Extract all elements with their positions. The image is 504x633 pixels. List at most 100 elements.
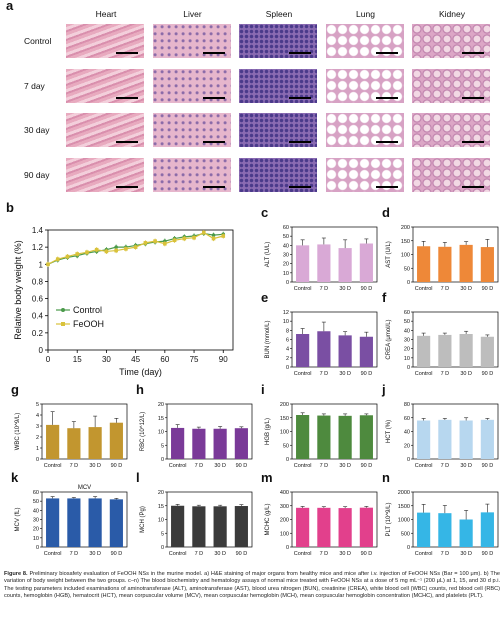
y-tick-label: 0	[36, 457, 39, 463]
x-tick-label: 30 D	[214, 463, 226, 469]
x-tick-label: 30 D	[460, 371, 472, 377]
y-tick-label: 0	[286, 280, 289, 286]
y-tick-label: 60	[404, 310, 410, 316]
x-tick-label: 0	[46, 355, 51, 364]
histology-image-spleen	[239, 157, 317, 192]
x-tick-label: Control	[415, 551, 433, 557]
y-tick-label: 200	[401, 225, 410, 231]
x-tick-label: 30	[102, 355, 111, 364]
panel-label-i: i	[261, 382, 265, 397]
bar-f	[480, 336, 494, 367]
y-axis-label: Relative body weight (%)	[13, 240, 23, 340]
x-tick-label: 7 D	[320, 371, 329, 377]
scale-bar	[202, 96, 225, 99]
bar-c	[359, 243, 373, 282]
bar-l	[192, 506, 206, 547]
x-tick-label: Control	[415, 371, 433, 377]
y-axis-label: AST (U/L)	[386, 241, 392, 268]
scale-bar	[375, 96, 398, 99]
y-tick-label: 300	[280, 504, 289, 510]
scale-bar	[289, 141, 311, 143]
data-point	[114, 245, 118, 249]
y-tick-label: 0.2	[32, 329, 44, 338]
x-tick-label: 15	[73, 355, 82, 364]
x-tick-label: 30 D	[460, 286, 472, 292]
bar-f	[459, 334, 473, 367]
y-axis-label: HGB (g/L)	[265, 418, 271, 445]
bar-d	[438, 246, 452, 282]
data-point	[182, 236, 187, 241]
y-tick-label: 10	[283, 319, 289, 325]
legend-label: Control	[73, 305, 102, 315]
x-tick-label: 7 D	[320, 551, 329, 557]
data-point	[75, 252, 80, 256]
y-tick-label: 0	[407, 457, 410, 463]
bar-h	[192, 428, 206, 459]
y-tick-label: 150	[401, 239, 410, 245]
bar-h	[213, 428, 227, 459]
scale-bar	[202, 52, 225, 54]
y-tick-label: 0	[39, 346, 44, 355]
bar-n	[417, 512, 431, 547]
data-point	[55, 257, 60, 261]
bar-l	[213, 506, 227, 547]
data-point	[201, 230, 206, 235]
histology-image-lung	[325, 68, 404, 103]
bar-j	[459, 420, 473, 459]
x-tick-label: 90 D	[111, 551, 123, 557]
bar-i	[317, 415, 331, 459]
x-tick-label: 30 D	[460, 463, 472, 469]
y-tick-label: 150	[280, 416, 289, 422]
y-tick-label: 400	[280, 490, 289, 496]
data-point	[94, 247, 99, 252]
y-tick-label: 15	[158, 504, 164, 510]
bar-d	[417, 246, 431, 282]
figure-caption: Figure 8. Preliminary biosafety evaluati…	[4, 571, 500, 600]
bar-g	[46, 424, 60, 459]
bar-h	[234, 428, 248, 459]
y-tick-label: 10	[404, 356, 410, 362]
y-tick-label: 6	[286, 338, 289, 344]
x-tick-label: Control	[169, 463, 187, 469]
column-label-lung: Lung	[356, 9, 375, 19]
x-tick-label: Control	[169, 551, 187, 557]
x-tick-label: 7 D	[441, 463, 450, 469]
y-axis-label: HCT (%)	[386, 420, 392, 443]
x-tick-label: 30 D	[339, 551, 351, 557]
caption-text: Preliminary biosafety evaluation of FeOO…	[4, 571, 500, 599]
y-tick-label: 20	[404, 347, 410, 353]
bar-d	[459, 244, 473, 282]
bar-e	[359, 336, 373, 367]
scale-bar	[116, 52, 138, 54]
x-tick-label: 30 D	[89, 463, 101, 469]
y-tick-label: 4	[36, 413, 39, 419]
y-tick-label: 0.6	[32, 295, 44, 304]
bar-h	[171, 427, 185, 459]
x-tick-label: 7 D	[320, 463, 329, 469]
data-point	[153, 239, 157, 243]
x-tick-label: Control	[44, 551, 62, 557]
y-tick-label: 3	[36, 424, 39, 430]
panel-label-c: c	[261, 205, 268, 220]
x-tick-label: 90 D	[236, 551, 248, 557]
scale-bar	[289, 52, 311, 54]
y-tick-label: 0	[286, 365, 289, 371]
panel-label-f: f	[382, 290, 387, 305]
bar-d	[480, 247, 494, 282]
column-label-kidney: Kidney	[439, 9, 465, 19]
x-tick-label: 90 D	[482, 463, 494, 469]
x-tick-label: 7 D	[195, 463, 204, 469]
y-tick-label: 5	[36, 402, 39, 408]
scale-bar	[116, 96, 138, 99]
bar-m	[338, 508, 352, 547]
y-tick-label: 2000	[398, 490, 410, 496]
bar-n	[480, 512, 494, 547]
scale-bar	[375, 52, 398, 54]
x-tick-label: Control	[44, 463, 62, 469]
y-axis-label: ALT (U/L)	[265, 242, 271, 267]
panel-label-m: m	[261, 470, 273, 485]
data-point	[114, 248, 118, 253]
bar-c	[296, 245, 310, 282]
y-tick-label: 100	[280, 531, 289, 537]
y-tick-label: 8	[286, 328, 289, 334]
